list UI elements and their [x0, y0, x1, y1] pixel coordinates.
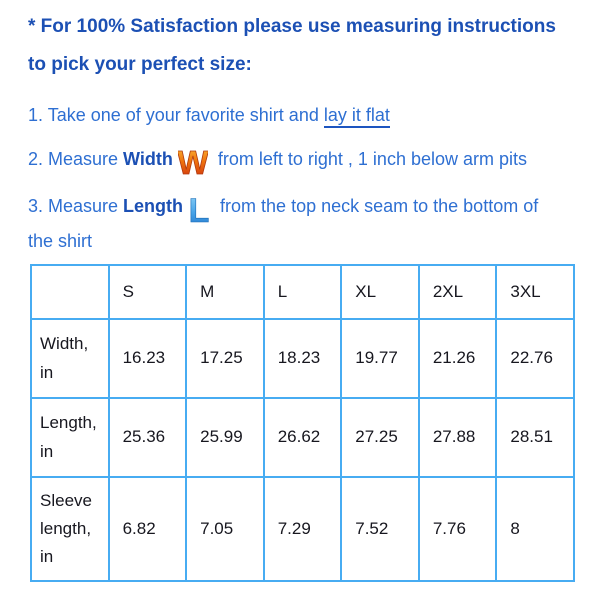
table-row-width: Width, in 16.23 17.25 18.23 19.77 21.26 …: [30, 318, 575, 399]
length-l-icon: L: [188, 192, 210, 231]
width-value-m: 17.25: [185, 318, 265, 399]
instruction-1-text: 1. Take one of your favorite shirt and: [28, 105, 324, 125]
col-header-xl: XL: [340, 264, 420, 320]
length-value-3xl: 28.51: [495, 397, 575, 478]
length-value-m: 25.99: [185, 397, 265, 478]
length-value-s: 25.36: [107, 397, 188, 478]
instruction-3-suffix-line-2: the shirt: [28, 231, 93, 251]
svg-text:L: L: [189, 192, 210, 227]
corner-cell: [30, 264, 110, 320]
sleeve-value-3xl: 8: [495, 476, 575, 582]
row-label-width: Width, in: [30, 318, 110, 399]
length-value-2xl: 27.88: [417, 397, 498, 478]
col-header-2xl: 2XL: [417, 264, 498, 320]
width-keyword: Width: [123, 148, 173, 169]
sleeve-value-2xl: 7.76: [417, 476, 498, 582]
heading-line-1: * For 100% Satisfaction please use measu…: [28, 16, 556, 37]
size-chart-table: S M L XL 2XL 3XL Width, in 16.23 17.25 1…: [30, 264, 575, 582]
width-value-xl: 19.77: [340, 318, 420, 399]
sleeve-value-l: 7.29: [262, 476, 343, 582]
row-label-sleeve-length: Sleeve length, in: [30, 476, 110, 582]
size-table-header-row: S M L XL 2XL 3XL: [30, 264, 575, 320]
page-title: * For 100% Satisfaction please use measu…: [28, 8, 580, 84]
sleeve-value-xl: 7.52: [340, 476, 420, 582]
lay-it-flat-underlined-text: lay it flat: [323, 105, 390, 128]
size-guide: * For 100% Satisfaction please use measu…: [28, 8, 580, 582]
instruction-3: 3. Measure Length L from the top neck se…: [28, 189, 580, 257]
instruction-2-text: 2. Measure: [28, 148, 124, 169]
width-value-s: 16.23: [107, 318, 188, 399]
svg-text:W: W: [178, 144, 208, 180]
instruction-2-suffix: from left to right , 1 inch below arm pi…: [212, 148, 527, 169]
width-value-2xl: 21.26: [417, 318, 498, 399]
width-value-3xl: 22.76: [495, 318, 575, 399]
sleeve-value-s: 6.82: [107, 476, 188, 582]
length-keyword: Length: [123, 195, 184, 216]
row-label-length: Length, in: [30, 397, 110, 478]
width-w-icon: W: [177, 144, 210, 182]
instruction-1: 1. Take one of your favorite shirt and l…: [28, 101, 580, 129]
col-header-s: S: [107, 264, 188, 320]
length-value-l: 26.62: [262, 397, 343, 478]
table-row-length: Length, in 25.36 25.99 26.62 27.25 27.88…: [30, 397, 575, 478]
col-header-3xl: 3XL: [495, 264, 575, 320]
col-header-l: L: [262, 264, 343, 320]
length-value-xl: 27.25: [340, 397, 420, 478]
col-header-m: M: [185, 264, 265, 320]
sleeve-value-m: 7.05: [185, 476, 265, 582]
heading-line-2: to pick your perfect size:: [28, 54, 252, 75]
table-row-sleeve-length: Sleeve length, in 6.82 7.05 7.29 7.52 7.…: [30, 476, 575, 582]
instruction-3-text: 3. Measure: [28, 195, 124, 216]
instruction-2: 2. Measure Width W from left to right , …: [28, 142, 580, 182]
instruction-3-suffix-line-1: from the top neck seam to the bottom of: [215, 195, 539, 216]
width-value-l: 18.23: [262, 318, 343, 399]
